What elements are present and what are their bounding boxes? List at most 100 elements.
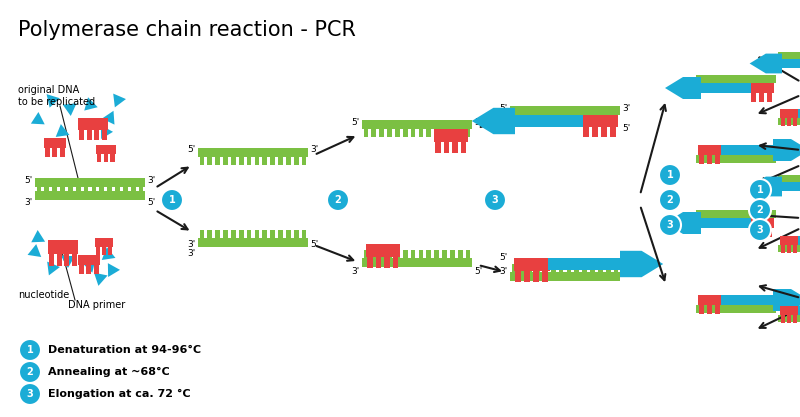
Bar	[511, 264, 516, 272]
Bar	[782, 182, 800, 191]
Bar	[698, 295, 722, 305]
Bar	[418, 129, 423, 137]
Bar	[699, 305, 705, 314]
Bar	[574, 115, 579, 123]
Bar	[302, 157, 306, 165]
Bar	[452, 142, 458, 153]
Bar	[466, 250, 470, 258]
Bar	[294, 230, 298, 238]
Bar	[779, 112, 784, 118]
Bar	[780, 109, 798, 118]
Bar	[384, 257, 390, 268]
Text: 3': 3'	[25, 198, 33, 206]
Bar	[434, 129, 468, 142]
Bar	[86, 265, 91, 274]
Text: Polymerase chain reaction - PCR: Polymerase chain reaction - PCR	[18, 20, 356, 40]
Bar	[614, 115, 618, 123]
Bar	[722, 218, 726, 225]
Bar	[558, 264, 563, 272]
Text: 1: 1	[666, 170, 674, 180]
Bar	[123, 183, 128, 191]
Bar	[198, 238, 308, 247]
Circle shape	[161, 189, 183, 211]
Bar	[466, 129, 470, 137]
Bar	[199, 157, 204, 165]
Bar	[592, 127, 598, 137]
Bar	[403, 250, 407, 258]
Bar	[363, 250, 368, 258]
Bar	[715, 155, 721, 163]
Bar	[78, 255, 100, 265]
Bar	[442, 129, 447, 137]
Bar	[270, 230, 275, 238]
Bar	[535, 115, 540, 123]
Text: 3: 3	[666, 220, 674, 230]
Bar	[527, 264, 532, 272]
FancyArrow shape	[773, 289, 800, 311]
Bar	[95, 238, 113, 247]
Bar	[778, 175, 800, 182]
Bar	[458, 250, 462, 258]
Bar	[738, 148, 742, 155]
Bar	[590, 264, 595, 272]
Circle shape	[19, 339, 41, 361]
Bar	[223, 157, 228, 165]
Bar	[730, 218, 734, 225]
Bar	[450, 129, 454, 137]
Bar	[426, 129, 431, 137]
Bar	[696, 155, 776, 163]
Bar	[367, 257, 373, 268]
Bar	[514, 258, 550, 271]
Bar	[511, 115, 516, 123]
Bar	[57, 254, 62, 266]
Bar	[738, 83, 742, 90]
Bar	[715, 305, 721, 314]
Bar	[793, 245, 797, 253]
Text: 3: 3	[26, 389, 34, 399]
Bar	[606, 115, 610, 123]
Text: 1: 1	[26, 345, 34, 355]
Bar	[53, 148, 58, 156]
Bar	[610, 127, 616, 137]
Bar	[781, 315, 785, 323]
Bar	[138, 183, 143, 191]
Bar	[698, 145, 722, 155]
Text: Annealing at ~68°C: Annealing at ~68°C	[48, 367, 170, 377]
Bar	[45, 183, 49, 191]
Bar	[787, 309, 791, 315]
Bar	[231, 230, 236, 238]
Bar	[762, 83, 766, 90]
Bar	[770, 83, 774, 90]
Bar	[76, 183, 81, 191]
Bar	[49, 254, 54, 266]
Circle shape	[749, 179, 771, 201]
Bar	[722, 83, 726, 90]
Bar	[115, 183, 120, 191]
Bar	[270, 157, 275, 165]
Bar	[366, 244, 400, 257]
Bar	[582, 115, 618, 127]
Bar	[35, 178, 145, 187]
Bar	[750, 218, 774, 228]
Bar	[387, 129, 392, 137]
Circle shape	[749, 199, 771, 221]
Bar	[64, 254, 69, 266]
Bar	[770, 218, 774, 225]
FancyArrow shape	[750, 177, 782, 196]
FancyArrow shape	[665, 212, 701, 234]
Text: 3': 3'	[474, 118, 482, 126]
Circle shape	[659, 189, 681, 211]
Bar	[779, 59, 784, 65]
Bar	[738, 298, 742, 305]
Bar	[781, 245, 785, 253]
Bar	[108, 247, 112, 255]
Bar	[371, 250, 376, 258]
Bar	[302, 230, 306, 238]
Bar	[102, 247, 106, 255]
Bar	[746, 218, 750, 225]
Bar	[787, 182, 791, 188]
Text: nucleotide: nucleotide	[18, 290, 70, 300]
Text: 3': 3'	[352, 267, 360, 276]
Bar	[102, 130, 106, 140]
Bar	[379, 250, 384, 258]
